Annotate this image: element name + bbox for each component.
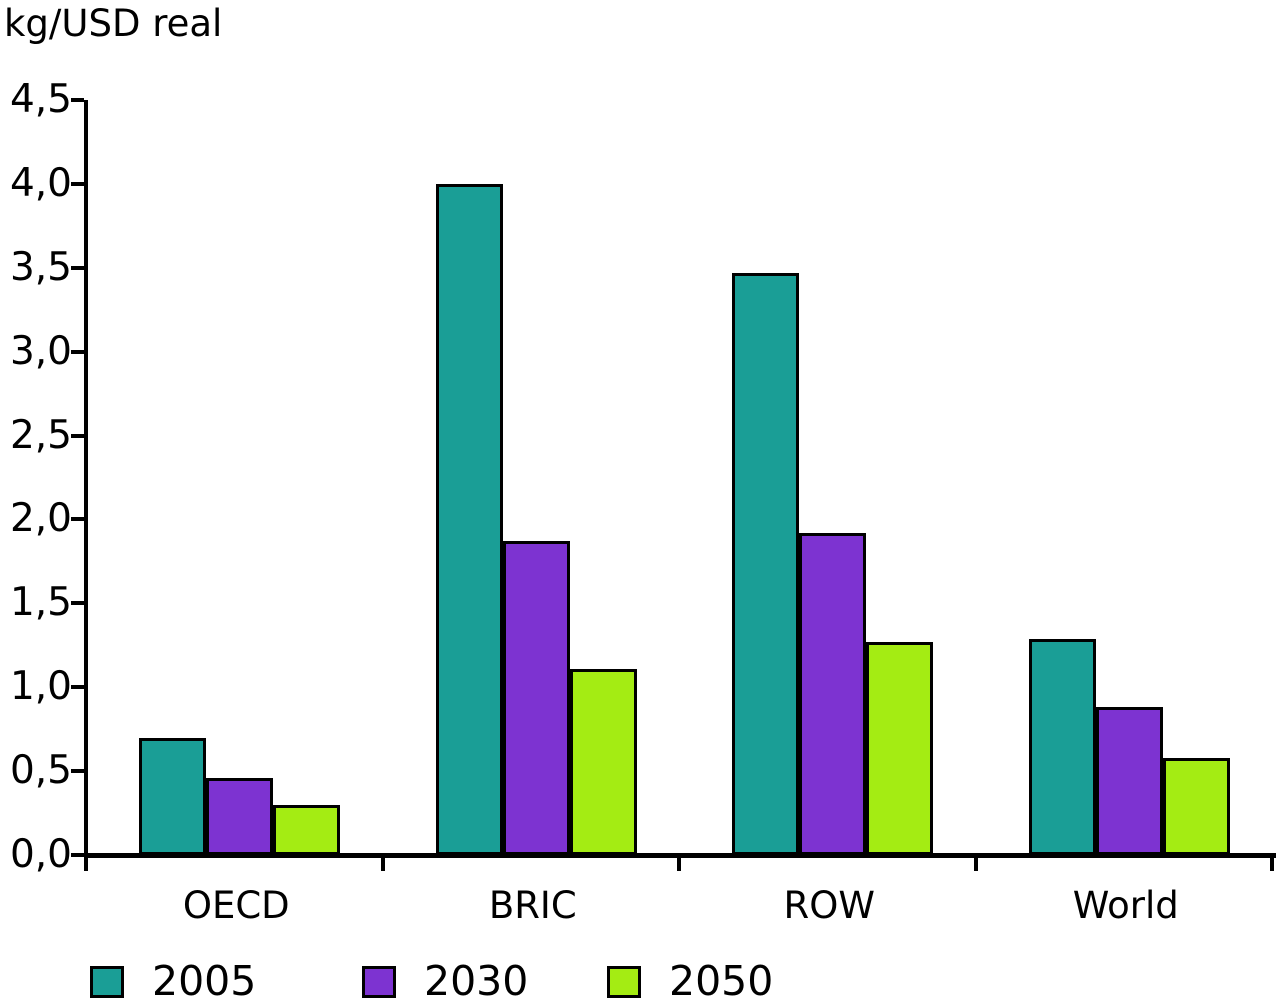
- x-axis-category-label: OECD: [182, 884, 290, 927]
- legend-label-2005: 2005: [152, 957, 257, 1001]
- x-axis-category-label: World: [1072, 884, 1179, 927]
- x-axis-tick: [84, 858, 88, 871]
- x-axis-category-label: ROW: [783, 884, 875, 927]
- bar-bric-2050: [569, 669, 637, 855]
- y-axis-tick: [71, 433, 84, 438]
- y-axis-tick-label: 4,0: [9, 160, 72, 206]
- legend-swatch-2050: [607, 966, 641, 998]
- y-axis-tick: [71, 517, 84, 522]
- legend-swatch-2005: [90, 966, 124, 998]
- y-axis-tick: [71, 98, 84, 102]
- y-axis-tick-label: 3,5: [9, 244, 72, 290]
- y-axis-tick: [71, 181, 84, 186]
- x-axis-tick: [1270, 858, 1274, 871]
- y-axis-tick: [71, 769, 84, 774]
- y-axis-tick-label: 3,0: [9, 328, 72, 374]
- bar-world-2030: [1095, 707, 1163, 855]
- chart-unit-title: kg/USD real: [4, 2, 223, 45]
- y-axis-tick-label: 1,5: [9, 580, 72, 626]
- y-axis-tick-label: 2,5: [9, 412, 72, 458]
- x-axis-tick: [677, 858, 681, 871]
- y-axis-tick-label: 0,5: [9, 748, 72, 794]
- bar-bric-2005: [435, 184, 503, 855]
- y-axis-tick-label: 1,0: [9, 664, 72, 710]
- bar-row-2005: [732, 273, 799, 855]
- x-axis-tick: [380, 858, 385, 871]
- bar-world-2050: [1162, 758, 1230, 855]
- y-axis-line: [84, 100, 88, 858]
- legend-label-2030: 2030: [424, 957, 529, 1001]
- bar-row-2030: [799, 533, 866, 855]
- bar-oecd-2030: [206, 778, 273, 855]
- y-axis-tick: [71, 349, 84, 354]
- legend-swatch-2030: [362, 966, 396, 998]
- legend-label-2050: 2050: [669, 957, 774, 1001]
- y-axis-tick-label: 4,5: [9, 77, 72, 122]
- bar-oecd-2005: [139, 738, 206, 855]
- bar-bric-2030: [502, 541, 570, 855]
- bar-row-2050: [866, 642, 933, 855]
- bar-oecd-2050: [273, 805, 340, 855]
- y-axis-tick: [71, 265, 84, 270]
- y-axis-tick-label: 0,0: [9, 832, 72, 877]
- y-axis-tick: [71, 685, 84, 690]
- x-axis-category-label: BRIC: [488, 884, 577, 927]
- x-axis-line: [84, 853, 1276, 858]
- y-axis-tick: [71, 853, 84, 857]
- y-axis-tick-label: 2,0: [9, 496, 72, 542]
- bar-world-2005: [1028, 639, 1096, 855]
- x-axis-tick: [973, 858, 978, 871]
- y-axis-tick: [71, 601, 84, 606]
